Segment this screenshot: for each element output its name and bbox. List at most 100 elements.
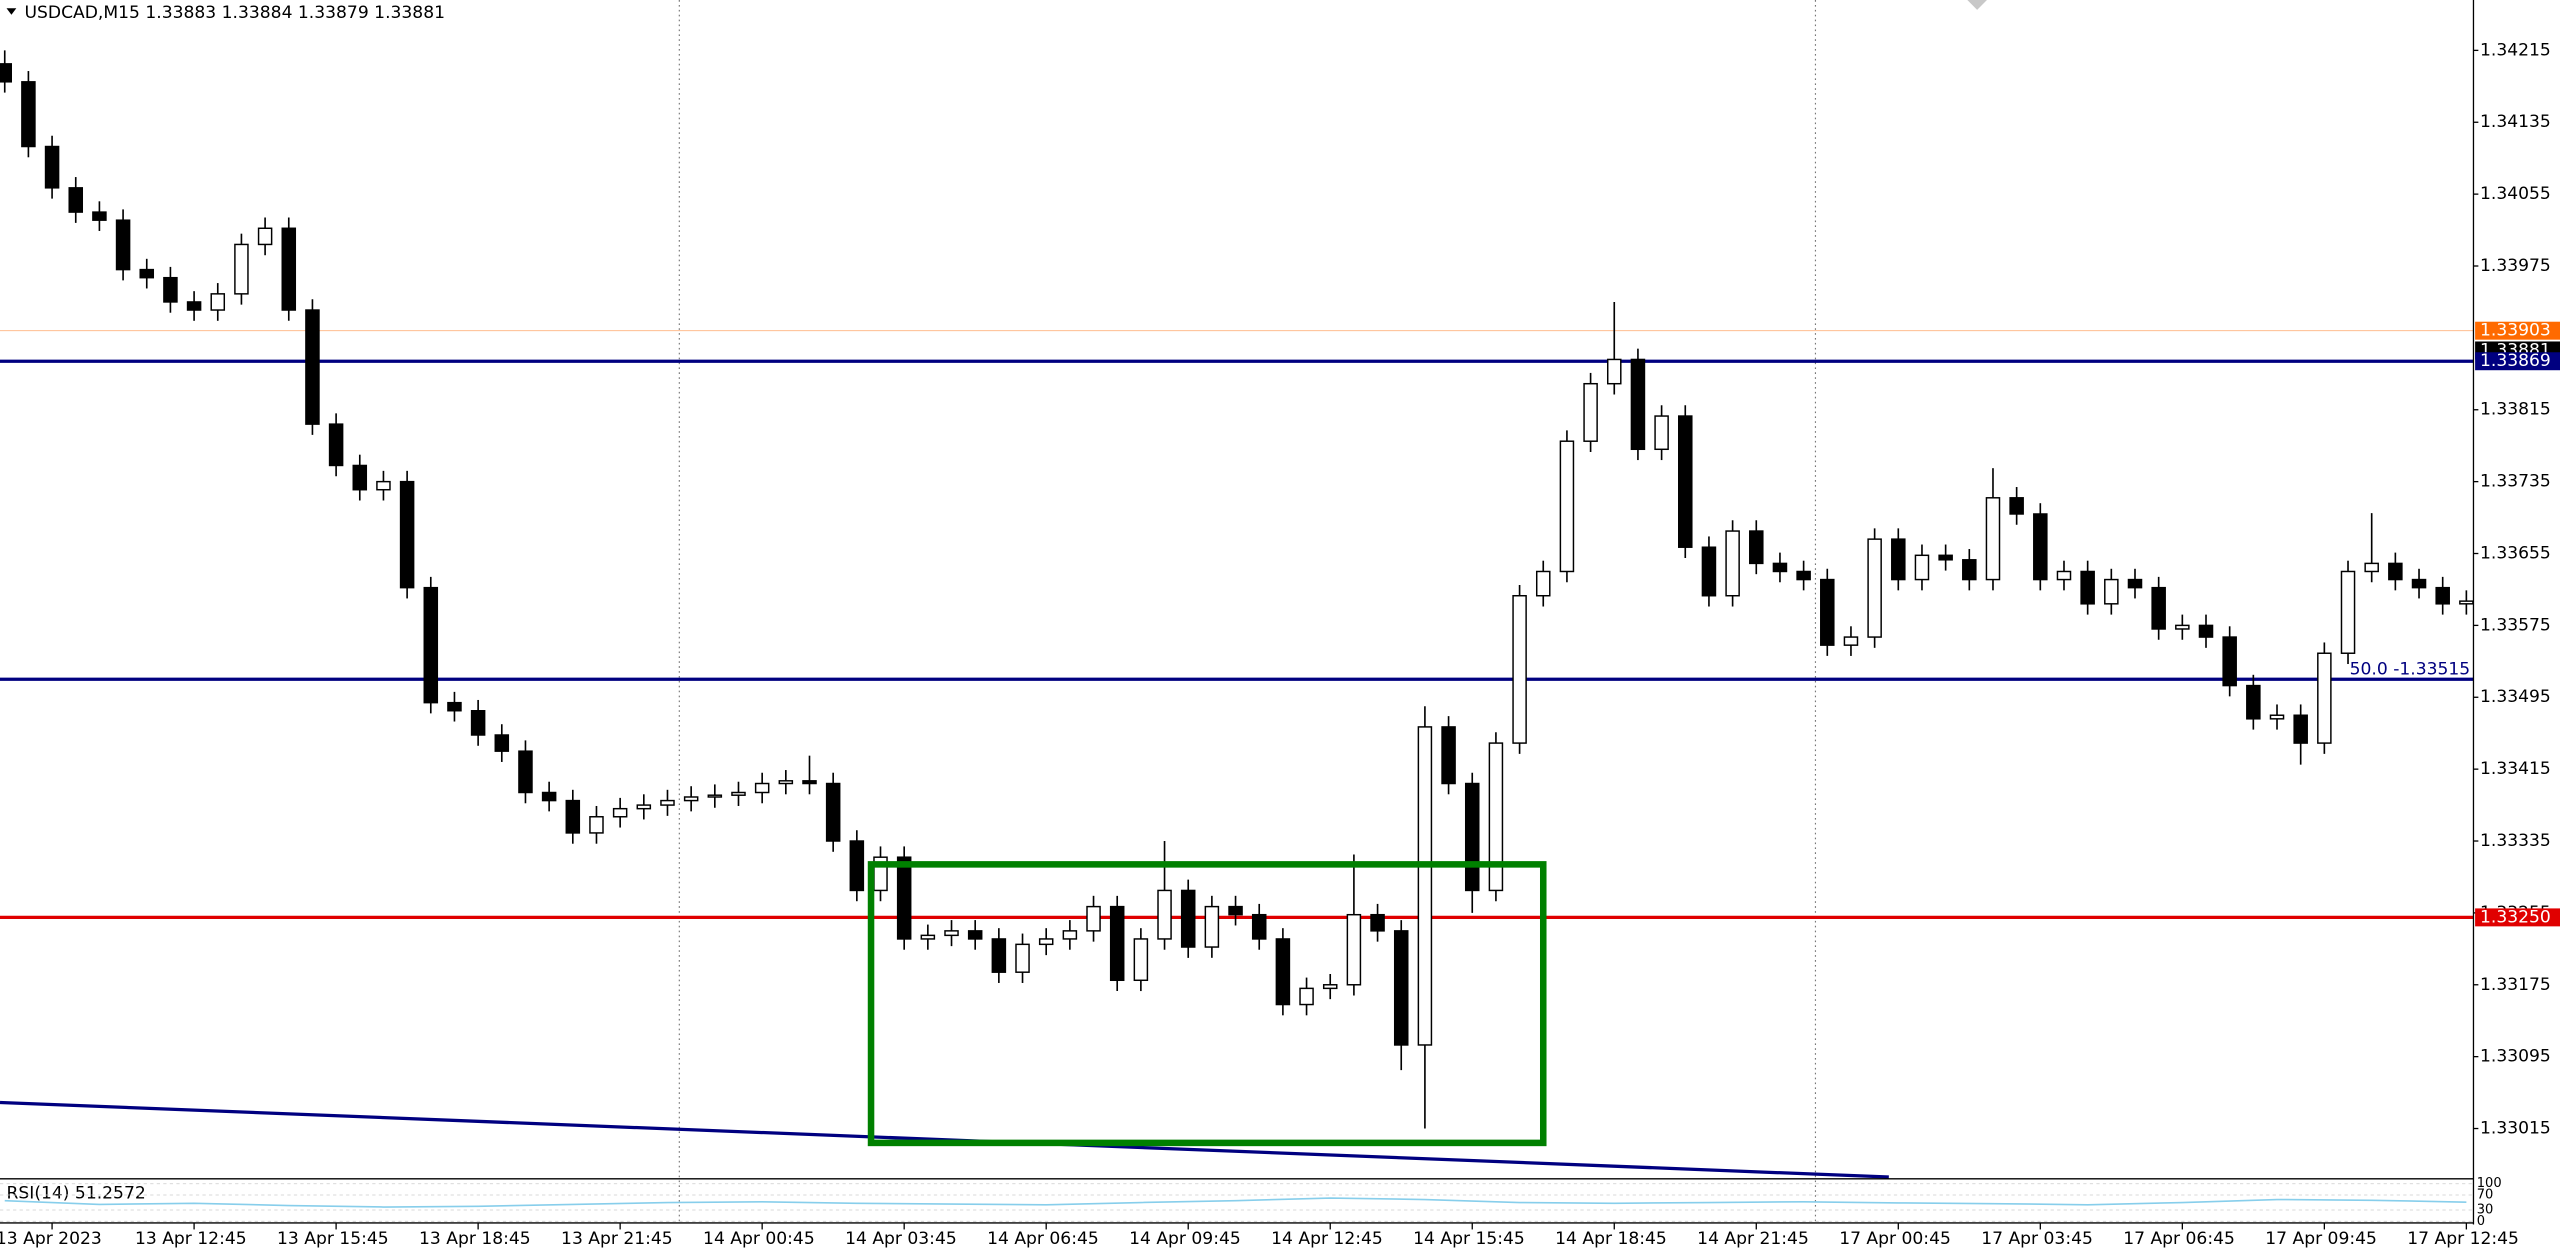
shift-marker [1967,0,1987,10]
y-tick-label: 1.33495 [2480,687,2551,707]
price-label-box [2475,908,2560,927]
candle-body [2317,652,2332,744]
candle-body [518,750,533,794]
candle-body [257,227,273,246]
candle-body [2009,497,2024,515]
candle-body [1228,905,1243,916]
candle-body [920,934,936,940]
candle-body [2151,586,2166,630]
zone-rectangle [867,861,1547,1147]
candle-body [660,799,675,806]
candle-body [115,219,131,271]
candle-body [234,243,249,295]
candle-body [1488,742,1504,892]
candle-body [2269,714,2285,720]
candle-body [1346,913,1362,986]
candle-body [1157,889,1172,940]
y-tick-label: 1.33975 [2480,256,2551,276]
y-tick-label: 1.34055 [2480,184,2551,204]
candle-body [1275,938,1291,1006]
candle-body [1512,595,1527,744]
candle-body [612,807,628,818]
x-tick-label: 14 Apr 21:45 [1697,1229,1809,1249]
candle-body [447,701,462,712]
candle-body [2364,562,2379,573]
x-tick-label: 13 Apr 12:45 [135,1229,247,1249]
rsi-label: RSI(14) 51.2572 [7,1184,146,1204]
x-tick-label: 17 Apr 12:45 [2407,1229,2519,1249]
price-label-box [2475,352,2560,371]
candle-body [541,791,557,802]
candle-body [1559,440,1575,573]
candle-body [1820,578,1835,646]
rsi-tick-label: 70 [2477,1188,2494,1203]
candle-body [1606,358,1622,385]
candle-body [1535,570,1551,597]
price-label: 1.33869 [2480,351,2551,371]
candle-body [1204,905,1220,948]
candle-body [92,211,107,221]
candle-body [1086,905,1101,932]
rsi-tick-label: 30 [2477,1203,2494,1218]
candle-body [967,930,983,940]
candle-body [1985,497,2001,581]
x-tick-label: 14 Apr 00:45 [703,1229,815,1249]
candle-body [399,480,415,589]
candle-body [1370,913,1385,932]
price-label: 1.33250 [2480,907,2551,927]
candle-body [2388,562,2403,581]
candle-body [2175,624,2190,630]
candle-body [0,63,12,83]
y-tick-label: 1.33335 [2480,831,2551,851]
x-tick-label: 13 Apr 18:45 [419,1229,531,1249]
candle-body [849,840,865,892]
candle-body [139,268,155,279]
candle-body [2459,600,2474,605]
plot-area: 50.0 -1.33515 [0,0,2474,1223]
x-tick-label: 14 Apr 12:45 [1271,1229,1383,1249]
candle-body [1654,415,1669,451]
candle-body [423,586,439,704]
candle-body [1299,987,1314,1006]
candle-body [21,81,36,148]
y-tick-label: 1.33015 [2480,1119,2551,1139]
x-tick-label: 14 Apr 06:45 [987,1229,1099,1249]
x-tick-label: 17 Apr 03:45 [1981,1229,2093,1249]
candle-body [1701,546,1717,597]
candle-body [1796,570,1811,581]
x-tick-label: 17 Apr 06:45 [2123,1229,2235,1249]
candle-body [707,794,723,798]
x-tick-label: 14 Apr 18:45 [1555,1229,1667,1249]
candle-body [1938,554,1953,561]
y-tick-label: 1.34135 [2480,112,2551,132]
candle-body [802,780,817,785]
candle-body [2033,513,2048,581]
candle-body [1015,943,1030,973]
price-label-box [2475,321,2560,340]
candle-body [2104,578,2119,605]
candle-body [1678,415,1693,548]
x-tick-label: 13 Apr 21:45 [561,1229,673,1249]
candle-body [1133,938,1149,982]
candle-body [1062,930,1078,940]
candle-body [1962,559,1977,581]
candle-body [2435,586,2450,605]
candle-body [1180,889,1196,948]
menu-arrow [6,8,17,15]
candle-body [1725,530,1740,597]
candle-body [163,276,178,303]
candle-body [305,309,320,425]
candle-body [1251,913,1267,940]
x-tick-label: 17 Apr 00:45 [1839,1229,1951,1249]
rsi-tick-label: 100 [2477,1176,2502,1191]
fibo-label: 50.0 -1.33515 [2350,659,2471,679]
candle-body [1843,636,1859,646]
candle-body [731,791,746,796]
candle-body [1322,984,1338,990]
candle-body [2056,570,2072,581]
candle-body [2411,578,2427,589]
candle-body [2127,578,2143,589]
candle-body [352,464,368,491]
candle-body [778,780,794,785]
